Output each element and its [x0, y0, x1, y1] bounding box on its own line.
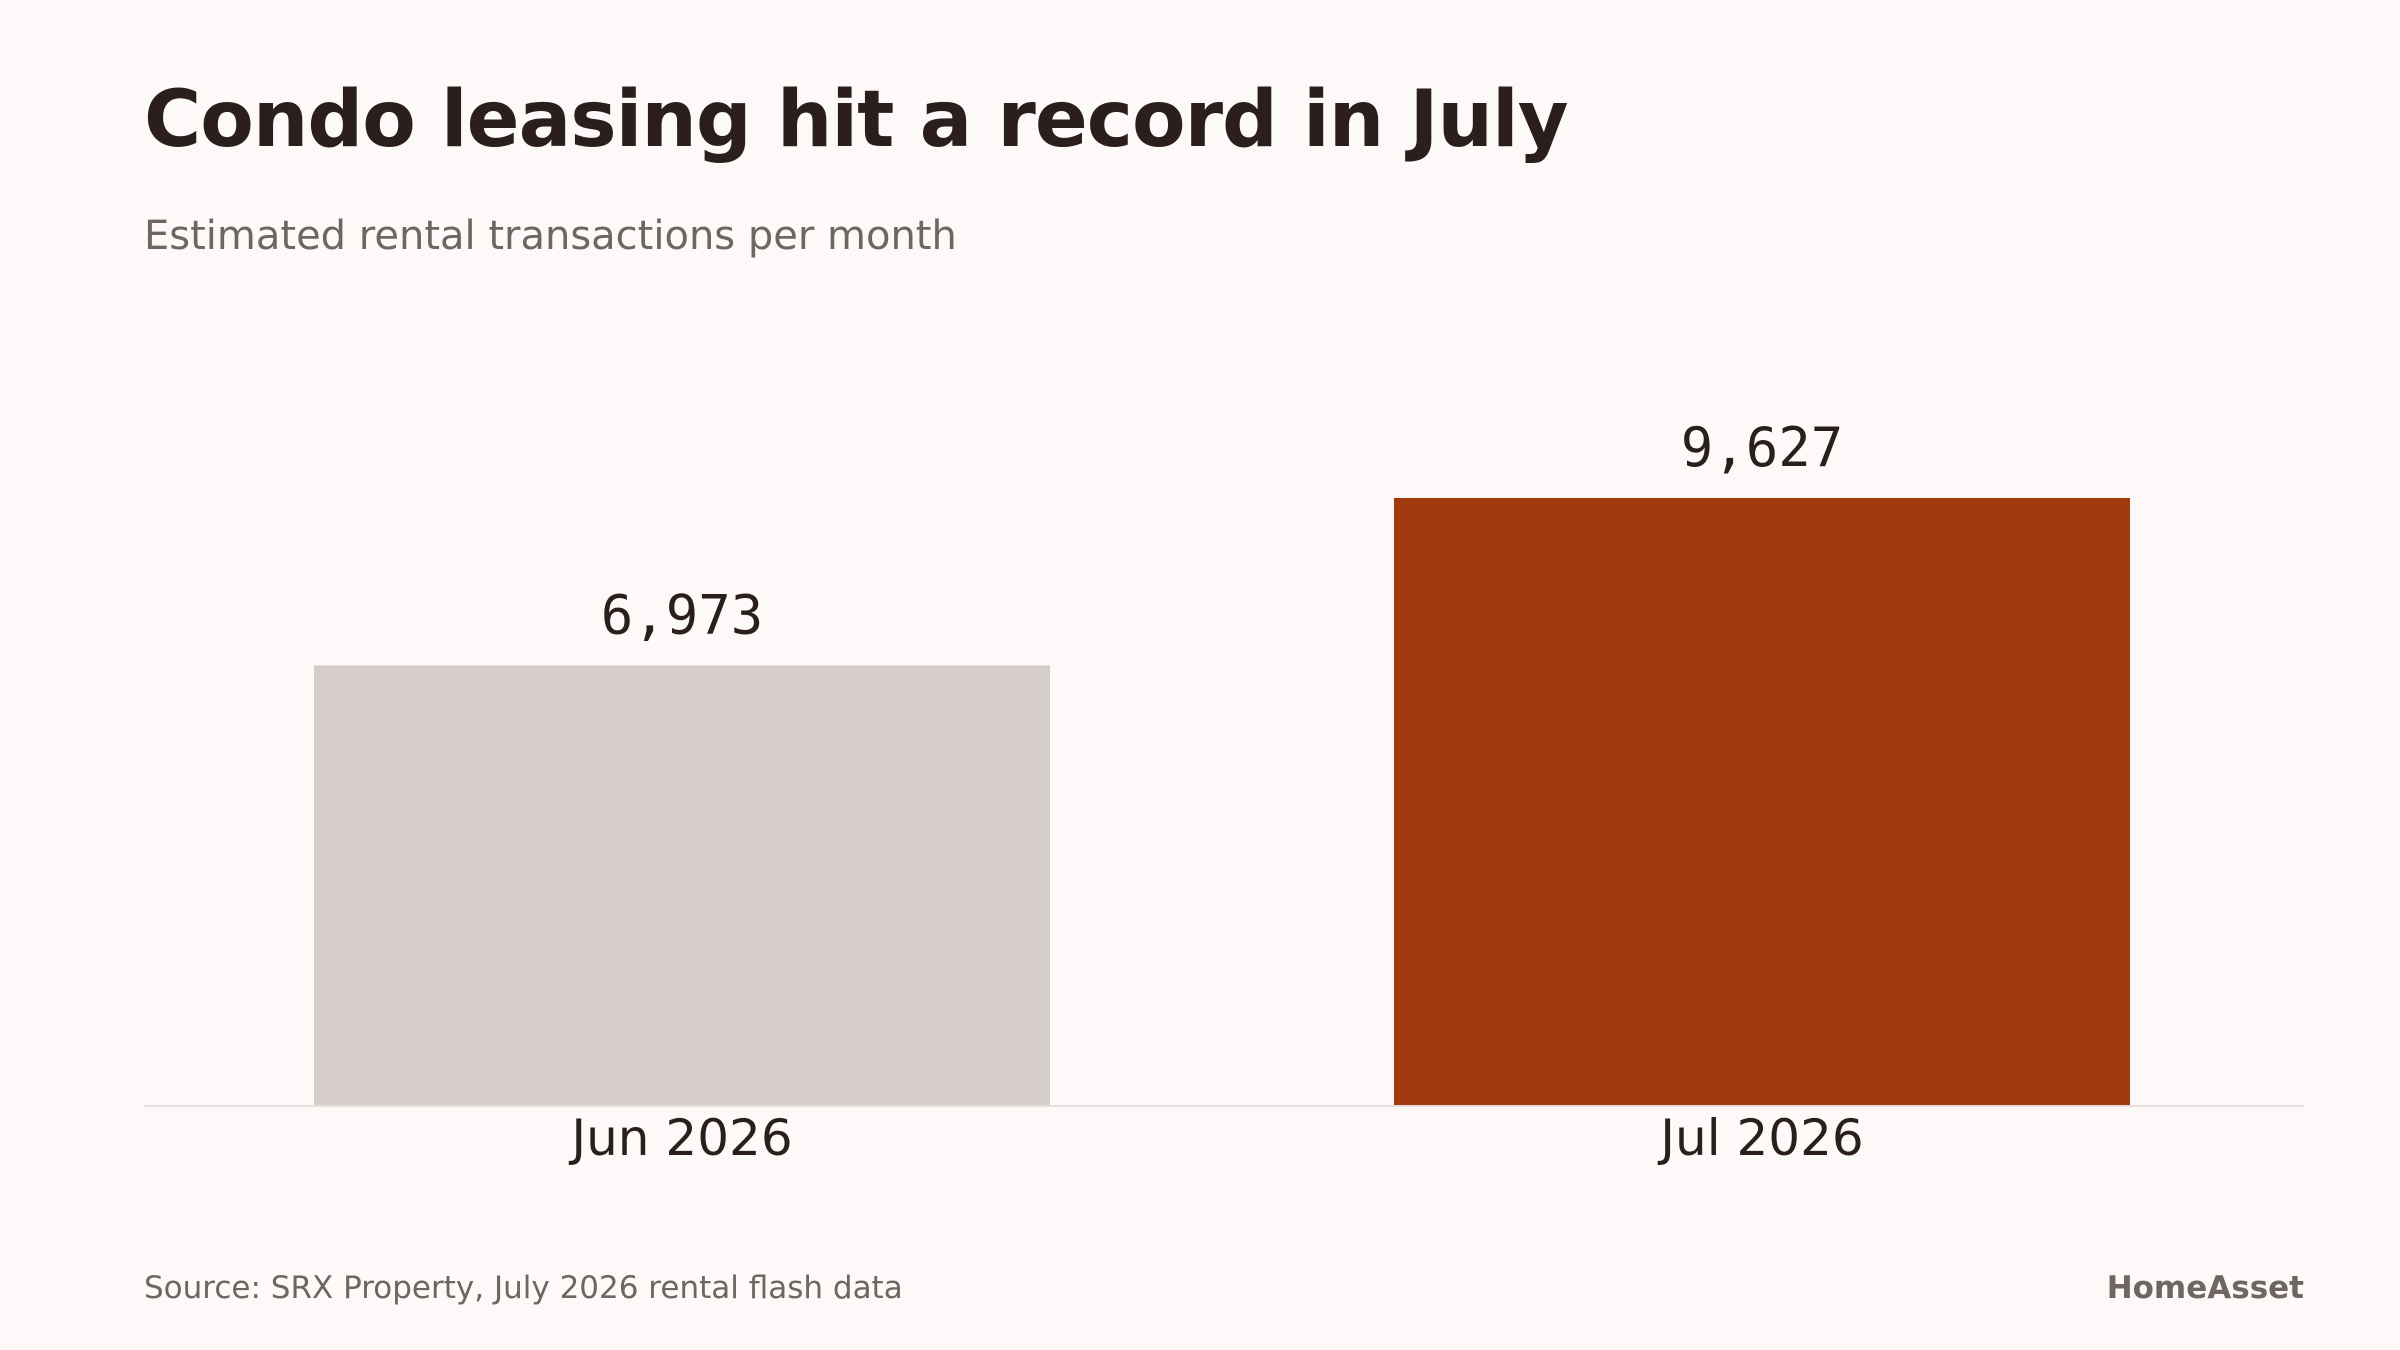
bar-jun-2026 — [314, 665, 1050, 1105]
bar-value-label: 9,627 — [1681, 416, 1844, 479]
bars-group — [314, 498, 2130, 1105]
value-labels-group: 6,973 9,627 — [601, 416, 1844, 646]
category-labels-group: Jun 2026 Jul 2026 — [568, 1109, 1863, 1167]
source-note: Source: SRX Property, July 2026 rental f… — [144, 1270, 903, 1306]
bar-value-label: 6,973 — [601, 583, 764, 646]
category-label: Jul 2026 — [1657, 1109, 1863, 1167]
chart-subtitle: Estimated rental transactions per month — [144, 213, 957, 259]
brand-logo: HomeAsset — [2106, 1270, 2304, 1306]
category-label: Jun 2026 — [568, 1109, 792, 1167]
chart-title: Condo leasing hit a record in July — [144, 75, 1569, 165]
bar-jul-2026 — [1394, 498, 2130, 1105]
